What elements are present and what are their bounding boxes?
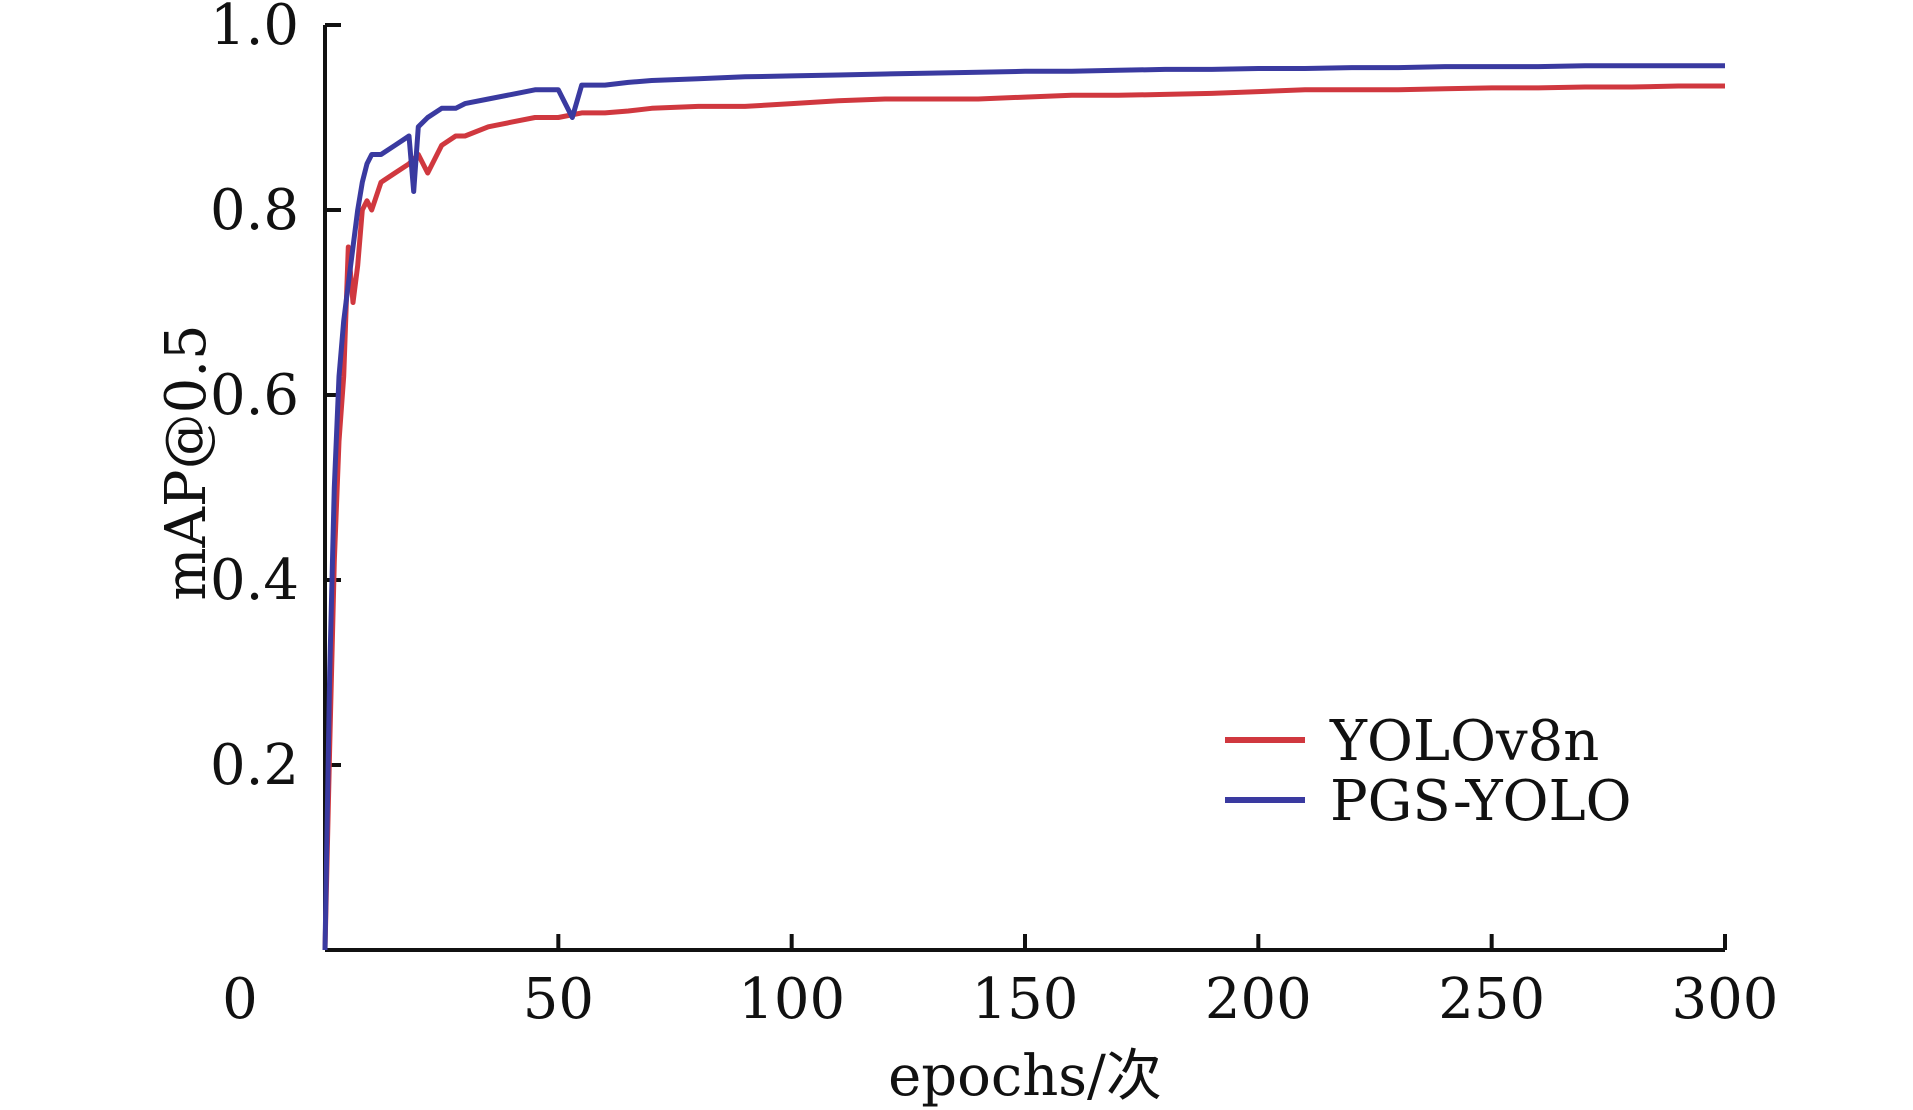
y-ticks: 0.2 0.4 0.6 0.8 1.0 xyxy=(210,0,341,798)
series-line-pgs-yolo xyxy=(322,63,1725,951)
series-layer xyxy=(322,63,1725,951)
legend-label-pgs-yolo: PGS-YOLO xyxy=(1330,769,1632,834)
x-tick-label: 100 xyxy=(738,967,845,1032)
legend: YOLOv8n PGS-YOLO xyxy=(1225,709,1632,834)
x-ticks: 0 50 100 150 200 250 300 xyxy=(222,934,1778,1032)
y-tick-label: 0.8 xyxy=(210,178,299,243)
x-tick-label: 0 xyxy=(222,967,258,1032)
x-tick-label: 200 xyxy=(1205,967,1312,1032)
x-tick-label: 50 xyxy=(523,967,594,1032)
legend-label-yolov8n: YOLOv8n xyxy=(1329,709,1599,774)
series-line-yolov8n xyxy=(322,83,1725,951)
y-tick-label: 0.2 xyxy=(210,733,299,798)
x-tick-label: 150 xyxy=(972,967,1079,1032)
x-tick-label: 250 xyxy=(1438,967,1545,1032)
y-tick-label: 1.0 xyxy=(210,0,299,58)
y-tick-label: 0.6 xyxy=(210,363,299,428)
y-axis-title: mAP@0.5 xyxy=(154,324,219,600)
x-axis-title: epochs/次 xyxy=(888,1044,1162,1109)
x-tick-label: 300 xyxy=(1672,967,1779,1032)
y-tick-label: 0.4 xyxy=(210,548,299,613)
